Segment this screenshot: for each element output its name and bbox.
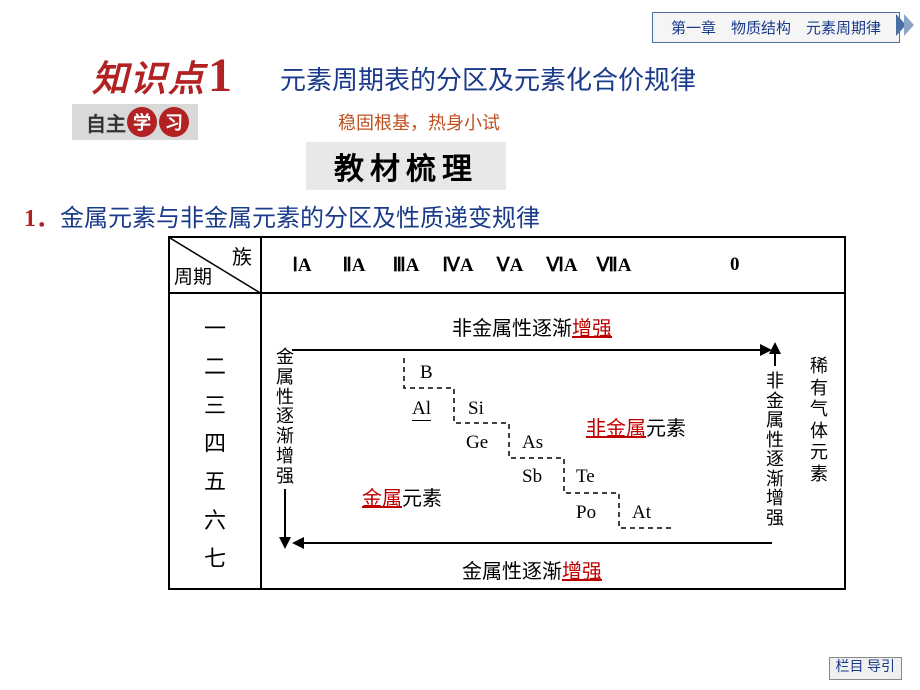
top-trend-prefix: 非金属性逐渐 [452, 318, 572, 340]
period-1: 一 [204, 311, 226, 343]
diagram-main-area: 非金属性逐渐增强 金属性逐渐增强 非金属性逐渐增强 [262, 294, 844, 590]
bottom-trend-strong: 增强 [562, 561, 602, 583]
section-box: 教材梳理 [306, 142, 506, 190]
header-corner: 族 周期 [170, 238, 262, 292]
period-2: 二 [204, 349, 226, 381]
xue-circle-icon: 学 [127, 107, 157, 137]
left-vertical-label: 金属性逐渐增强 [274, 348, 296, 553]
periodic-diagram: 族 周期 ⅠA ⅡA ⅢA ⅣA ⅤA ⅥA ⅦA 0 一 二 三 四 五 六 … [168, 236, 846, 590]
group-5a: ⅤA [484, 254, 536, 277]
arrow-up-icon [768, 342, 782, 366]
metal-red: 金属 [362, 488, 402, 510]
subtitle-motto: 稳固根基，热身小试 [338, 109, 500, 135]
top-trend: 非金属性逐渐增强 [292, 312, 772, 362]
right-v1-text: 非金属性逐渐增强 [764, 372, 786, 528]
bottom-trend-prefix: 金属性逐渐 [462, 561, 562, 583]
element-te: Te [576, 466, 595, 488]
element-al: Al [412, 398, 431, 421]
header-groups: ⅠA ⅡA ⅢA ⅣA ⅤA ⅥA ⅦA 0 [262, 238, 844, 292]
element-b: B [420, 362, 433, 384]
nav-button[interactable]: 栏目 导引 [829, 657, 903, 680]
section-title: 1．金属元素与非金属元素的分区及性质递变规律 [24, 198, 540, 233]
group-2a: ⅡA [328, 254, 380, 277]
diagram-header: 族 周期 ⅠA ⅡA ⅢA ⅣA ⅤA ⅥA ⅦA 0 [170, 238, 844, 294]
bottom-trend-text: 金属性逐渐增强 [292, 555, 772, 584]
diagram-body: 一 二 三 四 五 六 七 非金属性逐渐增强 金属性逐渐增强 [170, 294, 844, 590]
arrow-left-icon [292, 536, 772, 550]
knowledge-point-number: 1 [208, 48, 232, 103]
main-title: 元素周期表的分区及元素化合价规律 [280, 60, 696, 97]
knowledge-point-text: 知识点 [92, 50, 206, 102]
element-ge: Ge [466, 432, 488, 454]
chapter-banner: 第一章 物质结构 元素周期律 [652, 12, 900, 43]
xi-circle-icon: 习 [159, 107, 189, 137]
top-trend-text: 非金属性逐渐增强 [292, 312, 772, 341]
self-study-prefix: 自主 [86, 108, 126, 137]
element-si: Si [468, 398, 484, 420]
group-3a: ⅢA [380, 254, 432, 277]
nonmetal-region-label: 非金属元素 [586, 412, 686, 441]
element-po: Po [576, 502, 596, 524]
group-4a: ⅣA [432, 254, 484, 277]
periods-column: 一 二 三 四 五 六 七 [170, 294, 262, 590]
staircase-line [324, 358, 744, 558]
period-7: 七 [204, 541, 226, 573]
staircase-area: B Al Si Ge As Sb Te Po At [324, 358, 744, 558]
arrow-down-icon [278, 489, 292, 549]
right-vertical-label-2: 稀有气体元素 [808, 356, 830, 486]
header-group-label: 族 [232, 241, 252, 270]
element-at: At [632, 502, 651, 524]
knowledge-point-label: 知识点 1 [92, 48, 232, 103]
group-7a: ⅦA [588, 254, 640, 277]
top-trend-strong: 增强 [572, 318, 612, 340]
metal-region-label: 金属元素 [362, 482, 442, 511]
header-period-label: 周期 [174, 262, 212, 289]
section-text: 金属元素与非金属元素的分区及性质递变规律 [60, 206, 540, 232]
nonmetal-red: 非金属 [586, 418, 646, 440]
left-vertical-text: 金属性逐渐增强 [274, 348, 296, 487]
period-6: 六 [204, 503, 226, 535]
self-study-row: 自主 学 习 稳固根基，热身小试 [72, 104, 500, 140]
group-0: 0 [730, 254, 770, 276]
arrow-right-icon [292, 343, 772, 357]
right-vertical-label-1: 非金属性逐渐增强 [764, 342, 786, 528]
element-as: As [522, 432, 543, 454]
banner-arrows-icon [896, 14, 920, 36]
nonmetal-rest: 元素 [646, 418, 686, 440]
bottom-trend: 金属性逐渐增强 [292, 536, 772, 584]
period-5: 五 [204, 464, 226, 496]
period-4: 四 [204, 426, 226, 458]
group-6a: ⅥA [536, 254, 588, 277]
group-1a: ⅠA [276, 254, 328, 277]
metal-rest: 元素 [402, 488, 442, 510]
element-sb: Sb [522, 466, 542, 488]
self-study-badge: 自主 学 习 [72, 104, 198, 140]
section-number: 1． [24, 206, 60, 232]
period-3: 三 [204, 388, 226, 420]
